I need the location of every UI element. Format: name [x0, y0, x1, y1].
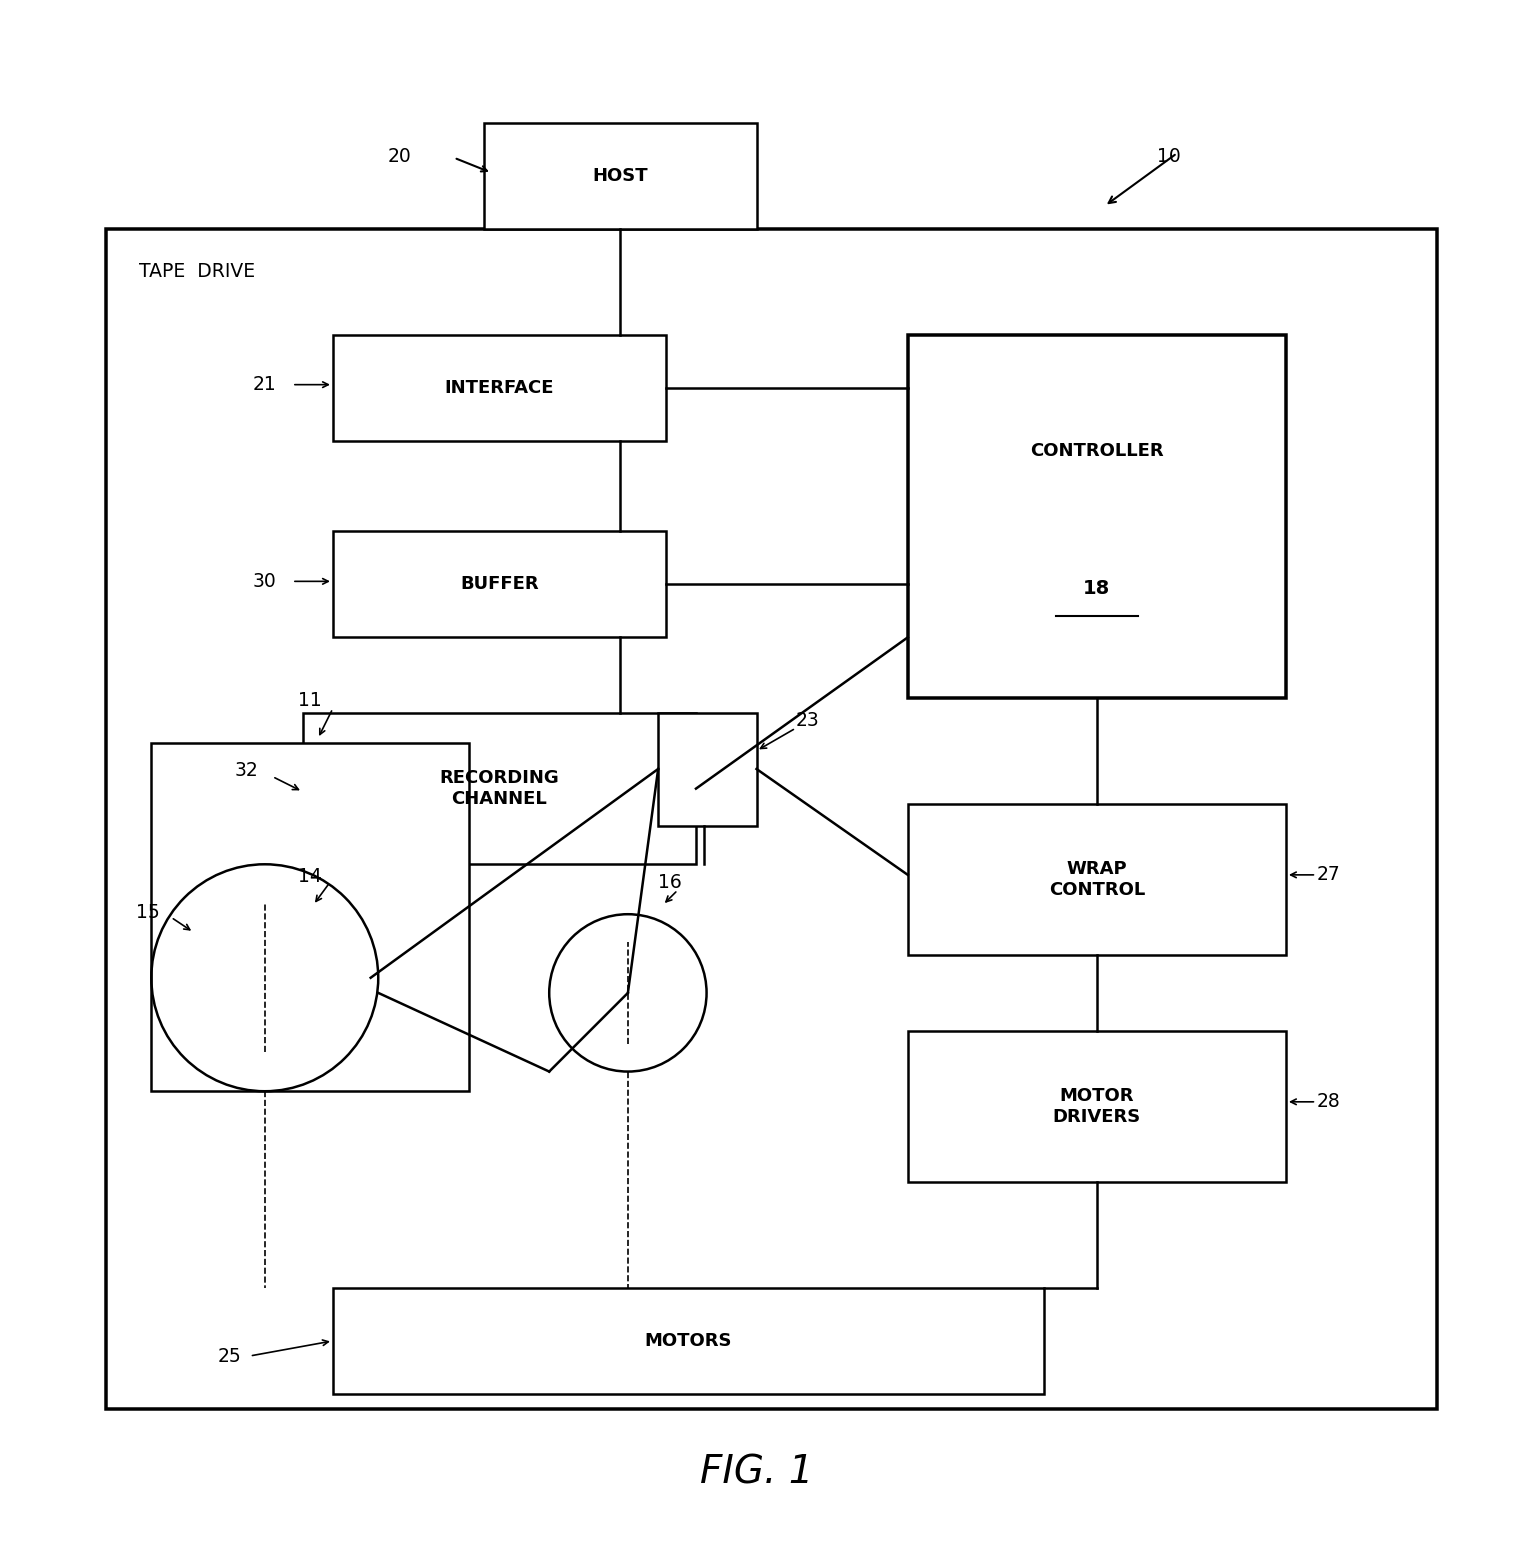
Text: 15: 15: [136, 903, 160, 922]
Bar: [303, 713, 696, 865]
Bar: [333, 334, 666, 441]
Text: MOTOR
DRIVERS: MOTOR DRIVERS: [1053, 1088, 1141, 1126]
Text: MOTORS: MOTORS: [645, 1332, 732, 1351]
Text: 16: 16: [658, 873, 682, 893]
Text: TAPE  DRIVE: TAPE DRIVE: [139, 261, 256, 282]
Bar: [106, 229, 1437, 1409]
Text: 11: 11: [298, 692, 322, 710]
Bar: [484, 122, 756, 229]
Bar: [151, 743, 469, 1091]
Text: 18: 18: [1083, 580, 1111, 599]
Bar: [908, 1030, 1286, 1182]
Text: 21: 21: [253, 376, 277, 394]
Text: 23: 23: [796, 712, 820, 730]
Bar: [908, 334, 1286, 698]
Text: 14: 14: [298, 866, 322, 886]
Text: 28: 28: [1316, 1092, 1341, 1111]
Text: HOST: HOST: [593, 167, 648, 184]
Text: RECORDING
CHANNEL: RECORDING CHANNEL: [439, 769, 560, 808]
Text: 20: 20: [387, 147, 412, 166]
Text: BUFFER: BUFFER: [460, 575, 539, 594]
Text: 32: 32: [235, 761, 259, 780]
Text: 27: 27: [1316, 865, 1341, 885]
Text: 30: 30: [253, 572, 277, 591]
Bar: [333, 532, 666, 637]
Text: CONTROLLER: CONTROLLER: [1030, 442, 1163, 459]
Text: WRAP
CONTROL: WRAP CONTROL: [1049, 860, 1145, 899]
Bar: [658, 713, 756, 826]
Bar: [333, 1289, 1044, 1394]
Text: 10: 10: [1157, 147, 1182, 166]
Bar: [908, 804, 1286, 954]
Text: FIG. 1: FIG. 1: [699, 1454, 814, 1491]
Text: 25: 25: [218, 1346, 242, 1366]
Text: INTERFACE: INTERFACE: [445, 379, 554, 396]
